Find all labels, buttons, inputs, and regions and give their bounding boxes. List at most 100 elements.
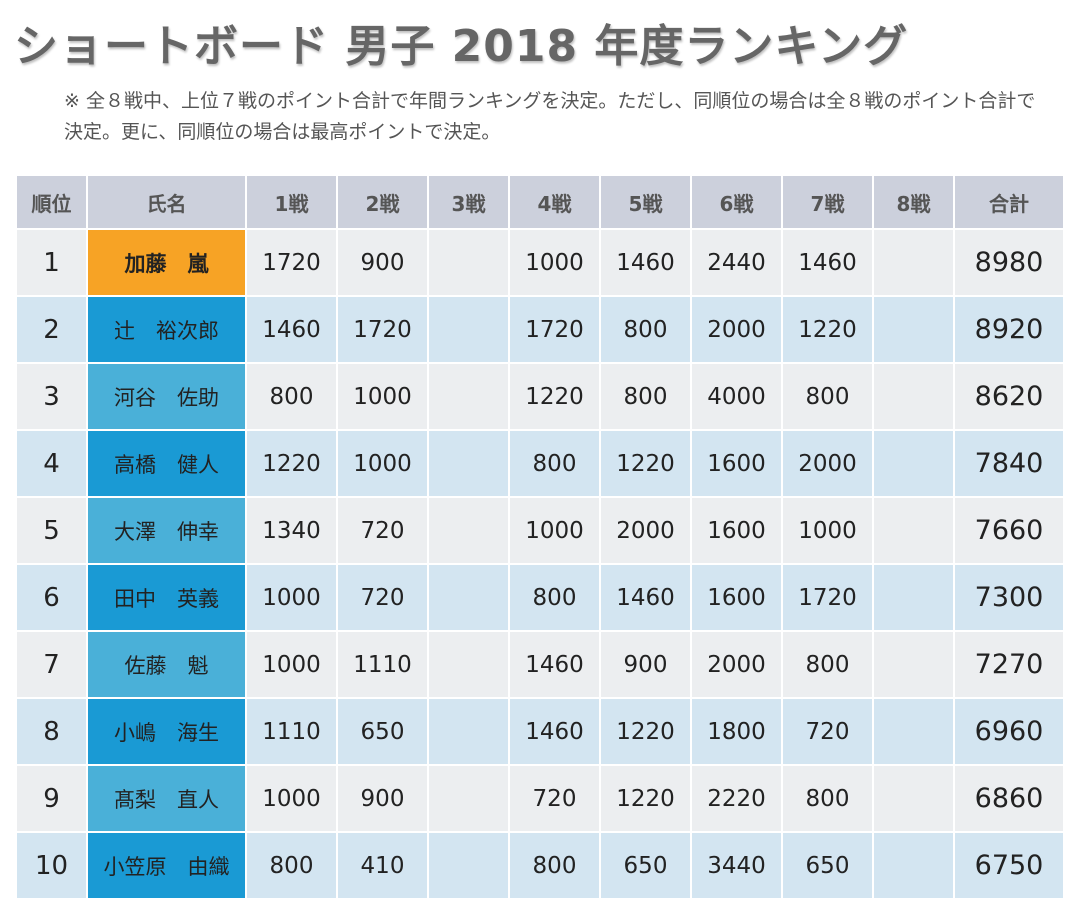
name-cell: 小嶋 海生 — [88, 699, 245, 764]
table-row: 5 大澤 伸幸 1340 720 1000 2000 1600 1000 7660 — [17, 498, 1063, 563]
total-cell: 8620 — [955, 364, 1063, 429]
score-cell — [429, 632, 508, 697]
score-cell — [429, 498, 508, 563]
score-cell: 1600 — [692, 498, 781, 563]
score-cell: 800 — [601, 364, 690, 429]
table-row: 7 佐藤 魁 1000 1110 1460 900 2000 800 7270 — [17, 632, 1063, 697]
score-cell: 1460 — [510, 632, 599, 697]
table-header-row: 順位 氏名 1戦 2戦 3戦 4戦 5戦 6戦 7戦 8戦 合計 — [17, 176, 1063, 228]
table-row: 8 小嶋 海生 1110 650 1460 1220 1800 720 6960 — [17, 699, 1063, 764]
score-cell — [429, 766, 508, 831]
score-cell — [429, 297, 508, 362]
score-cell: 900 — [338, 230, 427, 295]
score-cell: 800 — [783, 632, 872, 697]
score-cell: 1000 — [247, 565, 336, 630]
rank-cell: 2 — [17, 297, 86, 362]
score-cell: 1220 — [601, 699, 690, 764]
name-cell: 髙梨 直人 — [88, 766, 245, 831]
score-cell: 1460 — [783, 230, 872, 295]
score-cell: 2000 — [783, 431, 872, 496]
total-cell: 8980 — [955, 230, 1063, 295]
score-cell: 800 — [510, 431, 599, 496]
rank-cell: 3 — [17, 364, 86, 429]
score-cell: 1460 — [601, 565, 690, 630]
column-header: 順位 — [17, 176, 86, 228]
total-cell: 7840 — [955, 431, 1063, 496]
score-cell — [874, 297, 953, 362]
score-cell: 1110 — [338, 632, 427, 697]
column-header: 2戦 — [338, 176, 427, 228]
rank-cell: 1 — [17, 230, 86, 295]
score-cell: 1720 — [247, 230, 336, 295]
total-cell: 7270 — [955, 632, 1063, 697]
total-cell: 6750 — [955, 833, 1063, 898]
score-cell: 650 — [601, 833, 690, 898]
score-cell: 1340 — [247, 498, 336, 563]
name-cell: 高橋 健人 — [88, 431, 245, 496]
rank-cell: 8 — [17, 699, 86, 764]
score-cell: 800 — [783, 364, 872, 429]
score-cell — [874, 431, 953, 496]
rank-cell: 9 — [17, 766, 86, 831]
score-cell: 1460 — [601, 230, 690, 295]
score-cell: 1600 — [692, 431, 781, 496]
name-cell: 佐藤 魁 — [88, 632, 245, 697]
score-cell: 3440 — [692, 833, 781, 898]
score-cell: 1110 — [247, 699, 336, 764]
score-cell: 1460 — [247, 297, 336, 362]
ranking-note: ※ 全８戦中、上位７戦のポイント合計で年間ランキングを決定。ただし、同順位の場合… — [64, 90, 1036, 143]
score-cell: 1000 — [338, 364, 427, 429]
score-cell: 900 — [601, 632, 690, 697]
total-cell: 8920 — [955, 297, 1063, 362]
score-cell: 1000 — [510, 498, 599, 563]
score-cell: 800 — [510, 565, 599, 630]
page-title: ショートボード 男子 2018 年度ランキング — [14, 21, 909, 72]
column-header: 3戦 — [429, 176, 508, 228]
score-cell: 1600 — [692, 565, 781, 630]
score-cell — [874, 766, 953, 831]
score-cell — [874, 632, 953, 697]
rank-cell: 4 — [17, 431, 86, 496]
name-cell: 河谷 佐助 — [88, 364, 245, 429]
score-cell: 1220 — [510, 364, 599, 429]
score-cell: 800 — [247, 364, 336, 429]
score-cell: 720 — [338, 498, 427, 563]
rank-cell: 10 — [17, 833, 86, 898]
score-cell: 1000 — [247, 632, 336, 697]
score-cell: 4000 — [692, 364, 781, 429]
score-cell: 1000 — [783, 498, 872, 563]
column-header: 氏名 — [88, 176, 245, 228]
score-cell: 2000 — [692, 632, 781, 697]
column-header: 合計 — [955, 176, 1063, 228]
score-cell: 650 — [338, 699, 427, 764]
score-cell — [429, 833, 508, 898]
score-cell — [874, 565, 953, 630]
name-cell: 加藤 嵐 — [88, 230, 245, 295]
score-cell: 1220 — [601, 766, 690, 831]
score-cell: 720 — [338, 565, 427, 630]
score-cell: 1000 — [510, 230, 599, 295]
table-row: 4 高橋 健人 1220 1000 800 1220 1600 2000 7840 — [17, 431, 1063, 496]
score-cell: 720 — [510, 766, 599, 831]
column-header: 7戦 — [783, 176, 872, 228]
score-cell — [429, 699, 508, 764]
total-cell: 7300 — [955, 565, 1063, 630]
table-row: 6 田中 英義 1000 720 800 1460 1600 1720 7300 — [17, 565, 1063, 630]
total-cell: 7660 — [955, 498, 1063, 563]
score-cell — [874, 364, 953, 429]
score-cell: 2440 — [692, 230, 781, 295]
score-cell: 800 — [510, 833, 599, 898]
table-row: 3 河谷 佐助 800 1000 1220 800 4000 800 8620 — [17, 364, 1063, 429]
score-cell: 1720 — [338, 297, 427, 362]
score-cell: 1720 — [510, 297, 599, 362]
column-header: 6戦 — [692, 176, 781, 228]
table-row: 9 髙梨 直人 1000 900 720 1220 2220 800 6860 — [17, 766, 1063, 831]
score-cell: 1000 — [247, 766, 336, 831]
name-cell: 大澤 伸幸 — [88, 498, 245, 563]
score-cell: 650 — [783, 833, 872, 898]
score-cell — [874, 230, 953, 295]
rank-cell: 7 — [17, 632, 86, 697]
name-cell: 小笠原 由織 — [88, 833, 245, 898]
score-cell: 2000 — [692, 297, 781, 362]
name-cell: 辻 裕次郎 — [88, 297, 245, 362]
